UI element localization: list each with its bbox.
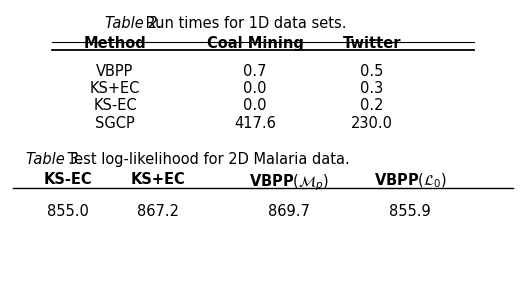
Text: 0.2: 0.2: [360, 98, 384, 113]
Text: Twitter: Twitter: [343, 36, 401, 51]
Text: $\mathbf{VBPP}(\mathcal{L}_0)$: $\mathbf{VBPP}(\mathcal{L}_0)$: [373, 172, 447, 190]
Text: Run times for 1D data sets.: Run times for 1D data sets.: [141, 16, 347, 31]
Text: KS+EC: KS+EC: [130, 172, 185, 187]
Text: 0.3: 0.3: [360, 81, 383, 96]
Text: 417.6: 417.6: [234, 116, 276, 131]
Text: Table 3.: Table 3.: [26, 152, 83, 167]
Text: 0.7: 0.7: [243, 64, 267, 79]
Text: 0.5: 0.5: [360, 64, 383, 79]
Text: 855.9: 855.9: [389, 204, 431, 219]
Text: SGCP: SGCP: [95, 116, 135, 131]
Text: 0.0: 0.0: [243, 98, 267, 113]
Text: Coal Mining: Coal Mining: [207, 36, 304, 51]
Text: VBPP: VBPP: [96, 64, 134, 79]
Text: Test log-likelihood for 2D Malaria data.: Test log-likelihood for 2D Malaria data.: [63, 152, 350, 167]
Text: KS+EC: KS+EC: [90, 81, 140, 96]
Text: KS-EC: KS-EC: [93, 98, 137, 113]
Text: Table 2.: Table 2.: [105, 16, 162, 31]
Text: 869.7: 869.7: [268, 204, 310, 219]
Text: 855.0: 855.0: [47, 204, 89, 219]
Text: 0.0: 0.0: [243, 81, 267, 96]
Text: KS-EC: KS-EC: [44, 172, 93, 187]
Text: $\mathbf{VBPP}(\mathcal{M}_p)$: $\mathbf{VBPP}(\mathcal{M}_p)$: [249, 172, 329, 193]
Text: 867.2: 867.2: [137, 204, 179, 219]
Text: Method: Method: [84, 36, 146, 51]
Text: 230.0: 230.0: [351, 116, 393, 131]
